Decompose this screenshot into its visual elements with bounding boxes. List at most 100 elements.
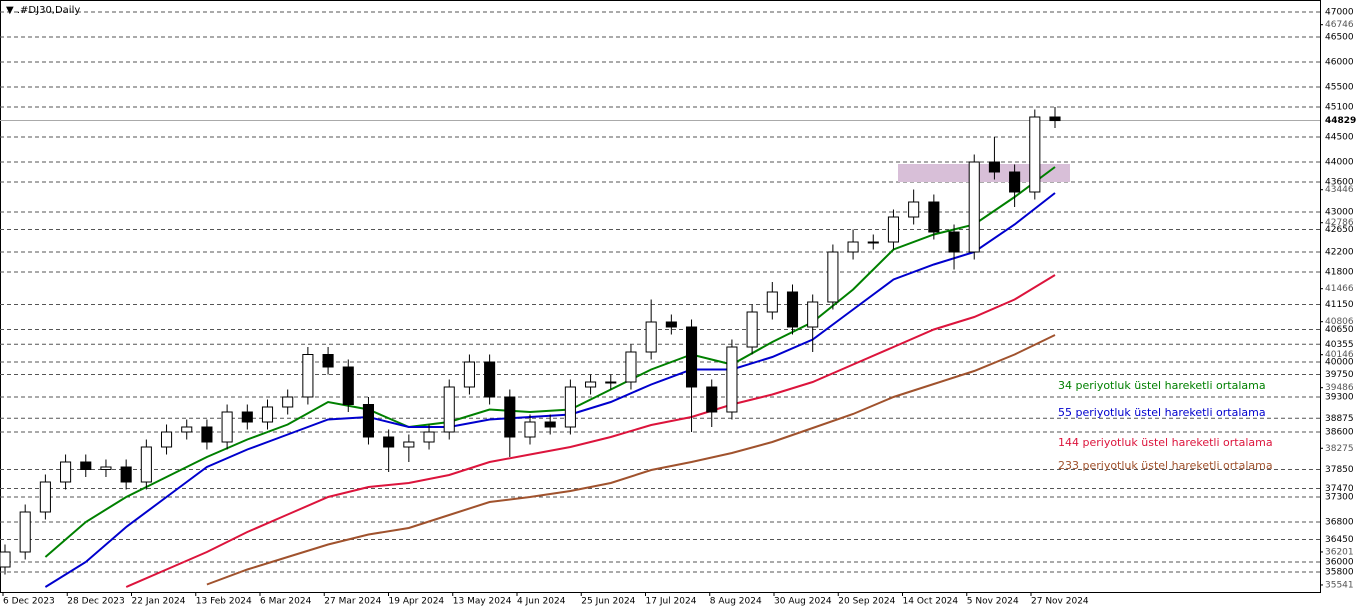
candle-body: [120, 466, 132, 483]
plot-frame: [0, 0, 1321, 593]
y-level-label: 39750: [1325, 370, 1354, 380]
y-level-label: 38875: [1325, 414, 1354, 424]
zone: [898, 164, 1070, 182]
x-tick-label: 27 Nov 2024: [1031, 597, 1089, 607]
candle-body: [60, 461, 72, 483]
x-tick-label: 30 Aug 2024: [774, 597, 832, 607]
ma-line: [206, 334, 1056, 586]
y-level-label: 39300: [1325, 393, 1354, 403]
candle-body: [928, 201, 940, 233]
candle-body: [322, 354, 334, 368]
candle-body: [221, 411, 233, 443]
candle-body: [766, 291, 778, 313]
candle-body: [564, 386, 576, 428]
x-tick-label: 13 Feb 2024: [196, 597, 252, 607]
y-level-label: 36800: [1325, 518, 1354, 528]
x-tick-label: 22 Jan 2024: [132, 597, 186, 607]
candle-body: [302, 354, 314, 398]
candle-body: [1049, 116, 1061, 122]
candle-body: [988, 161, 1000, 173]
candle-body: [867, 241, 879, 244]
x-tick-label: 6 Mar 2024: [260, 597, 312, 607]
y-tick-label: 40806: [1325, 317, 1354, 327]
axes: 47000 46500 46000 45500 45100 44500 44000 43600…: [2, 8, 1356, 607]
candle-body: [423, 431, 435, 443]
candle-body: [1009, 171, 1021, 193]
candle-body: [807, 301, 819, 328]
y-level-label: 38600: [1325, 428, 1354, 438]
candle-body: [362, 404, 375, 438]
y-level-label: 37850: [1325, 465, 1354, 475]
y-level-label: 45500: [1325, 83, 1354, 93]
y-level-label: 37470: [1325, 484, 1354, 494]
x-tick-label: 6 Dec 2023: [3, 597, 55, 607]
x-tick-label: 5 Nov 2024: [967, 597, 1019, 607]
y-level-label: 44000: [1325, 158, 1354, 168]
levels: [0, 11, 1320, 573]
y-tick-label: 35541: [1325, 580, 1354, 590]
current-price-label: 44829: [1325, 116, 1356, 126]
candle-body: [908, 201, 920, 218]
x-tick-label: 20 Sep 2024: [838, 597, 895, 607]
candle-body: [645, 321, 657, 353]
y-level-label: 36450: [1325, 535, 1354, 545]
y-tick-label: 38275: [1325, 444, 1354, 454]
y-level-label: 43600: [1325, 178, 1354, 188]
candle-body: [282, 396, 294, 408]
candle-body: [504, 396, 516, 438]
y-level-label: 42650: [1325, 225, 1354, 235]
candle-body: [484, 361, 496, 398]
candle-body: [160, 431, 173, 448]
candle-body: [847, 241, 859, 253]
y-level-label: 37300: [1325, 493, 1354, 503]
y-level-label: 46000: [1325, 58, 1354, 68]
candle-body: [403, 441, 415, 448]
legend-entry: 233 periyotluk üstel hareketli ortalama: [1058, 459, 1273, 472]
candle-body: [524, 421, 536, 438]
candle-body: [827, 251, 839, 303]
candle-body: [968, 161, 980, 253]
candle-body: [181, 426, 193, 433]
y-tick-label: 43446: [1325, 185, 1354, 195]
candle-body: [585, 381, 597, 388]
y-level-label: 46500: [1325, 33, 1354, 43]
y-level-label: 40000: [1325, 358, 1354, 368]
y-tick-label: 40146: [1325, 350, 1354, 360]
candle-body: [665, 321, 677, 328]
y-level-label: 41150: [1325, 300, 1354, 310]
chart-title: ▼ .#DJ30,Daily: [6, 5, 80, 16]
candle-body: [726, 346, 738, 413]
candle-body: [463, 361, 475, 388]
candle-body: [140, 446, 152, 483]
candle-body: [746, 311, 758, 348]
y-level-label: 36000: [1325, 558, 1354, 568]
y-level-label: 40355: [1325, 340, 1354, 350]
y-tick-label: 46746: [1325, 20, 1354, 30]
y-tick-label: 41466: [1325, 284, 1354, 294]
y-level-label: 43000: [1325, 208, 1354, 218]
candle-body: [544, 421, 556, 428]
x-tick-label: 4 Jun 2024: [517, 597, 566, 607]
candle-body: [383, 436, 395, 448]
y-tick-label: 39486: [1325, 383, 1354, 393]
x-tick-label: 27 Mar 2024: [324, 597, 381, 607]
candle-body: [80, 461, 92, 470]
y-level-label: 47000: [1325, 8, 1354, 18]
y-level-label: 41800: [1325, 268, 1354, 278]
candle-body: [261, 406, 274, 423]
x-tick-label: 28 Dec 2023: [67, 597, 125, 607]
plot: [0, 107, 1070, 588]
x-tick-label: 25 Jun 2024: [581, 597, 635, 607]
ma-line: [44, 166, 1056, 558]
candle-body: [19, 511, 31, 553]
candle-body: [948, 231, 960, 253]
candle-body: [443, 386, 455, 433]
candle-body: [0, 551, 11, 568]
candle-body: [685, 326, 698, 388]
y-tick-label: 36201: [1325, 547, 1354, 557]
y-level-label: 35800: [1325, 568, 1354, 578]
y-level-label: 42200: [1325, 248, 1354, 258]
candle-body: [887, 216, 900, 243]
candle-body: [201, 426, 213, 443]
